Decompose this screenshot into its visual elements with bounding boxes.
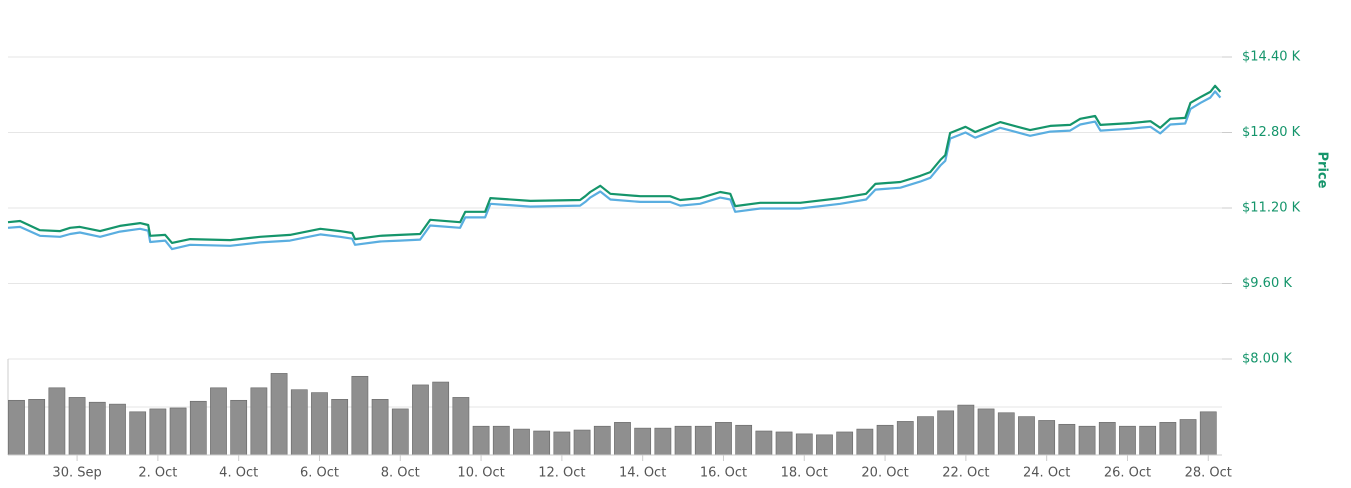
volume-bar [48, 387, 66, 456]
volume-bar [1038, 420, 1056, 456]
x-tick-label: 8. Oct [381, 466, 420, 481]
volume-bar [412, 384, 429, 456]
volume-bar [715, 422, 732, 456]
volume-bar [917, 416, 934, 456]
volume-bar [614, 422, 631, 456]
volume-bar [634, 427, 652, 456]
volume-bar [735, 424, 753, 456]
volume-bar [795, 433, 813, 456]
volume-bar [189, 400, 207, 456]
volume-bar [513, 428, 530, 456]
x-tick-label: 24. Oct [1023, 466, 1070, 481]
volume-bar [1139, 425, 1157, 456]
volume-bar [1159, 422, 1177, 456]
volume-bar [957, 404, 975, 456]
volume-bar [977, 408, 995, 456]
x-tick-label: 10. Oct [457, 466, 504, 481]
volume-bar [210, 387, 227, 456]
x-tick-label: 14. Oct [619, 466, 666, 481]
volume-bar [654, 427, 672, 456]
volume-bar [250, 387, 268, 456]
price-line [7, 90, 1222, 251]
y-tick-label: $9.60 K [1242, 276, 1292, 291]
x-tick-label: 28. Oct [1185, 466, 1232, 481]
y-tick-label: $12.80 K [1242, 125, 1301, 140]
volume-bar [896, 421, 914, 456]
volume-bar [674, 425, 692, 456]
x-tick-label: 12. Oct [538, 466, 585, 481]
volume-bar [775, 431, 793, 456]
volume-bar [351, 375, 369, 456]
volume-bar [1179, 419, 1197, 456]
volume-bar [149, 408, 167, 456]
volume-bar [816, 434, 833, 456]
volume-bar [331, 399, 349, 456]
volume-bar [1098, 422, 1116, 456]
x-tick-label: 20. Oct [861, 466, 908, 481]
volume-bar [876, 424, 894, 456]
volume-bar [997, 412, 1015, 456]
volume-bar [290, 389, 308, 456]
y-tick-label: $11.20 K [1242, 201, 1301, 216]
x-tick-label: 18. Oct [781, 466, 828, 481]
volume-bar [836, 431, 854, 456]
volume-bar [492, 425, 510, 456]
price-line [7, 84, 1222, 244]
volume-bar [270, 373, 288, 456]
volume-bar [755, 430, 773, 456]
volume-bar [452, 397, 470, 456]
volume-bar [311, 392, 328, 456]
volume-bar [856, 428, 874, 456]
y-tick-label: $8.00 K [1242, 352, 1292, 367]
volume-bar [694, 425, 712, 456]
volume-bar [28, 399, 46, 456]
x-tick-label: 16. Oct [700, 466, 747, 481]
volume-bar [129, 411, 147, 456]
volume-bar [1199, 411, 1217, 456]
x-tick-label: 26. Oct [1104, 466, 1151, 481]
volume-bar [472, 425, 490, 456]
volume-bar [432, 381, 450, 456]
volume-bar [937, 410, 955, 456]
volume-bar [8, 399, 25, 456]
volume-bar [1078, 425, 1096, 456]
volume-bar [68, 397, 86, 456]
volume-bar [391, 408, 409, 456]
x-tick-label: 4. Oct [219, 466, 258, 481]
volume-bar [88, 401, 106, 456]
y-tick-label: $14.40 K [1242, 50, 1301, 65]
volume-bar [109, 403, 126, 456]
volume-bar [593, 425, 611, 456]
volume-bar [1058, 423, 1076, 456]
x-tick-label: 22. Oct [942, 466, 989, 481]
x-tick-label: 30. Sep [52, 466, 101, 481]
volume-bar [1018, 416, 1035, 456]
x-tick-label: 2. Oct [138, 466, 177, 481]
volume-bar [553, 431, 571, 456]
volume-bar [230, 399, 248, 456]
volume-bar [533, 430, 551, 456]
x-tick-label: 6. Oct [300, 466, 339, 481]
volume-bar [169, 407, 187, 456]
volume-bar [371, 399, 389, 456]
volume-bar [573, 429, 591, 456]
y-axis-title: Price [1315, 152, 1330, 189]
volume-bar [1119, 425, 1136, 456]
